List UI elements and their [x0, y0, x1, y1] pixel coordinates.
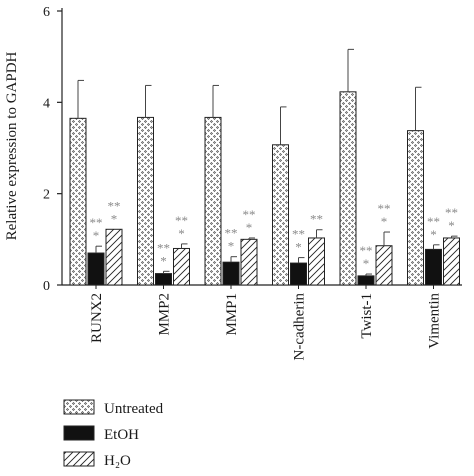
bar-hatch-0 — [105, 228, 123, 286]
significance-label: * — [178, 226, 185, 241]
significance-label: ** — [108, 198, 121, 213]
bar-hatch-1 — [173, 247, 190, 286]
legend-swatch-dots — [63, 399, 95, 415]
significance-label: ** — [378, 201, 391, 216]
bar-dots-4 — [339, 91, 357, 286]
category-label: Twist-1 — [359, 293, 375, 339]
bar-solid-3 — [290, 262, 307, 286]
significance-label: ** — [225, 226, 238, 241]
category-label: RUNX2 — [89, 293, 105, 343]
bar-dots-5 — [407, 130, 424, 286]
significance-label: * — [228, 239, 235, 254]
error-bars — [77, 48, 458, 276]
y-axis-title: Relative expression to GAPDH — [4, 51, 20, 240]
bar-solid-4 — [357, 275, 375, 286]
significance-label: ** — [157, 240, 170, 255]
y-tick-label: 6 — [43, 5, 50, 20]
legend-swatch-hatch — [63, 451, 95, 467]
significance-label: * — [295, 240, 302, 255]
significance-label: * — [381, 214, 388, 229]
category-label: N-cadherin — [292, 293, 308, 361]
category-labels: RUNX2 MMP2 MMP1 N-cadherin Twist-1 Vimentin — [89, 285, 443, 360]
significance-label: * — [246, 220, 253, 235]
significance-label: ** — [90, 215, 103, 230]
y-tick-label: 4 — [43, 96, 50, 111]
y-tick-label: 2 — [43, 188, 50, 203]
significance-label: ** — [292, 227, 305, 242]
significance-label: * — [448, 218, 455, 233]
significance-labels: ************ ****** *********** ****** — [90, 198, 459, 271]
bar-dots-2 — [204, 116, 222, 286]
significance-label: * — [93, 228, 100, 243]
y-tick-label: 0 — [43, 279, 50, 294]
bar-hatch-3 — [308, 237, 325, 286]
significance-label: * — [160, 253, 167, 268]
legend-label: Untreated — [104, 401, 164, 417]
bar-solid-5 — [425, 248, 442, 286]
category-label: MMP2 — [157, 293, 173, 336]
legend: Untreated EtOH H₂O — [63, 399, 164, 469]
significance-label: * — [430, 227, 437, 242]
bar-hatch-5 — [443, 237, 460, 286]
bar-dots-3 — [272, 144, 289, 286]
legend-swatch-solid — [63, 425, 95, 441]
significance-label: ** — [445, 205, 458, 220]
bar-hatch-4 — [375, 245, 393, 286]
category-label: MMP1 — [224, 293, 240, 336]
category-label: Vimentin — [427, 293, 443, 349]
significance-label: * — [363, 256, 370, 271]
bar-hatch-2 — [240, 238, 258, 286]
y-axis: 0 2 4 6 — [43, 5, 462, 294]
bar-dots-1 — [137, 116, 154, 286]
legend-label: H₂O — [104, 453, 131, 469]
significance-label: ** — [310, 212, 323, 227]
legend-label: EtOH — [104, 427, 139, 443]
bar-solid-1 — [155, 273, 172, 286]
significance-label: * — [111, 211, 118, 226]
significance-label: ** — [360, 243, 373, 258]
bar-solid-2 — [222, 261, 240, 286]
bar-solid-0 — [87, 252, 105, 286]
significance-label: ** — [175, 213, 188, 228]
significance-label: ** — [243, 207, 256, 222]
bars — [69, 91, 460, 286]
significance-label: ** — [427, 214, 440, 229]
bar-dots-0 — [69, 117, 87, 286]
